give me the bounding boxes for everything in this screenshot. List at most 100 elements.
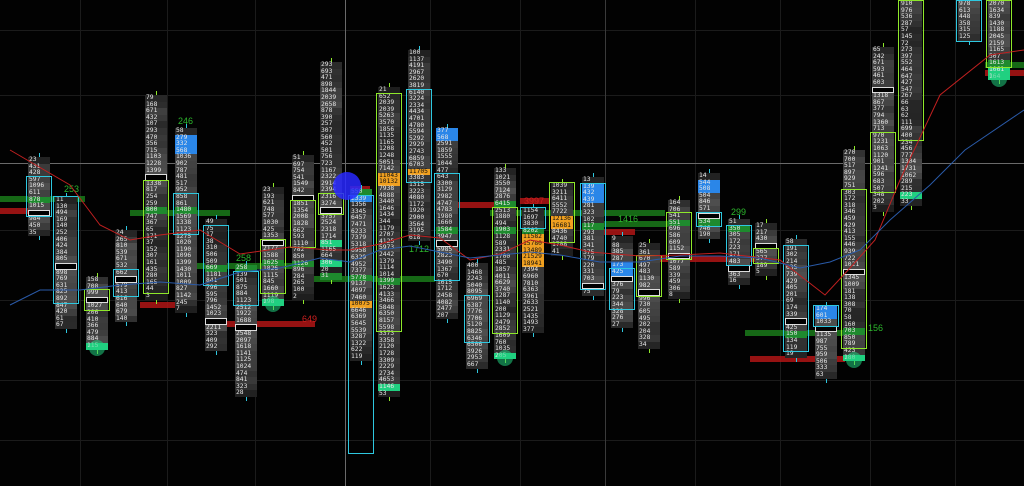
footprint-cell: 134	[785, 337, 807, 345]
footprint-cell: 3309	[378, 357, 400, 365]
crosshair-vertical	[345, 0, 346, 486]
footprint-cell: 805	[55, 256, 77, 263]
footprint-cell: 1275	[175, 233, 197, 241]
footprint-column: 978 613 448 358 315 125	[958, 0, 980, 41]
footprint-cell: 1688	[235, 317, 257, 325]
footprint-cell: 850	[843, 334, 865, 342]
footprint-column: 58 191 302 214 635 739 429 405 201 69 174 339 425 150…	[785, 238, 807, 358]
footprint-cell: 6958	[350, 248, 372, 255]
footprint-cell: 356	[145, 141, 167, 148]
footprint-cell: 303	[843, 189, 865, 197]
footprint-cell: 259	[145, 200, 167, 208]
footprint-cell: 3195	[408, 228, 430, 235]
footprint-cell: 769	[55, 276, 77, 283]
poc-marker	[115, 276, 137, 283]
footprint-cell: 722	[843, 255, 865, 263]
footprint-cell: 507	[872, 185, 894, 193]
footprint-cell: 1033	[815, 319, 837, 326]
footprint-cell: 13	[582, 176, 604, 184]
footprint-cell: 800	[145, 207, 167, 214]
footprint-cell: 898	[320, 81, 342, 89]
footprint-cell: 1367	[436, 266, 458, 274]
footprint-cell: 252	[55, 229, 77, 237]
footprint-cell: 1549	[292, 181, 314, 188]
poc-marker	[320, 207, 342, 214]
footprint-cell: 7379	[350, 235, 372, 242]
footprint-cell: 6346	[466, 335, 488, 343]
footprint-cell: 140	[115, 315, 137, 323]
footprint-cell: 1228	[145, 160, 167, 168]
footprint-cell: 3	[872, 205, 894, 212]
poc-marker	[86, 296, 108, 304]
footprint-cell: 220	[582, 262, 604, 270]
footprint-cell: 539	[115, 249, 137, 257]
footprint-cell: 842	[292, 187, 314, 195]
footprint-cell: 878	[28, 196, 50, 204]
footprint-cell: 119	[785, 344, 807, 352]
footprint-cell: 1434	[378, 212, 400, 219]
footprint-cell: 7377	[350, 268, 372, 275]
footprint-cell: 258	[235, 264, 257, 272]
footprint-cell: 3223	[408, 188, 430, 196]
footprint-cell: 509	[205, 258, 227, 266]
footprint-cell: 609	[668, 239, 690, 247]
footprint-cell: 1172	[408, 201, 430, 209]
footprint-cell: 504	[698, 192, 720, 200]
footprint-cell: 287	[611, 255, 633, 263]
footprint-cell: 541	[292, 174, 314, 182]
footprint-cell: 459	[843, 215, 865, 223]
footprint-cell: 174	[815, 305, 837, 313]
footprint-cell: 1140	[494, 299, 516, 307]
footprint-cell: 846	[698, 199, 720, 206]
footprint-cell: 242	[872, 53, 894, 61]
footprint-cell: 3466	[378, 298, 400, 305]
footprint-cell: 1569	[175, 213, 197, 221]
volume-bar-red	[520, 198, 550, 204]
footprint-cell: 5	[755, 269, 777, 276]
volume-bar-green	[585, 221, 675, 227]
footprint-cell: 601	[815, 312, 837, 320]
footprint-cell: 425	[785, 324, 807, 332]
footprint-cell: 3550	[494, 181, 516, 188]
footprint-column: 1154 1697 3830 8202 11582 15780 13489 21529 1894…	[522, 207, 544, 334]
footprint-cell: 6960	[522, 273, 544, 281]
footprint-cell: 49	[205, 218, 227, 226]
footprint-cell: 2229	[378, 364, 400, 371]
footprint-cell: 787	[175, 167, 197, 175]
footprint-cell: 1430	[175, 266, 197, 274]
footprint-cell: 847	[55, 302, 77, 310]
footprint-cell: 1618	[235, 344, 257, 351]
footprint-cell: 697	[292, 161, 314, 169]
footprint-cell: 4191	[408, 63, 430, 70]
footprint-cell: 892	[55, 295, 77, 303]
footprint-cell: 6369	[350, 314, 372, 321]
footprint-cell: 1399	[175, 259, 197, 267]
footprint-column: 293 693 471 898 1844 2039 2658 878 390 257 307 560 4…	[320, 61, 342, 280]
footprint-cell: 16	[728, 278, 750, 285]
footprint-cell: 723	[320, 160, 342, 168]
footprint-cell: 4780	[408, 122, 430, 130]
footprint-cell: 435	[145, 266, 167, 274]
footprint-cell: 3383	[408, 175, 430, 182]
footprint-cell: 8	[668, 292, 690, 299]
footprint-cell: 125	[958, 33, 980, 41]
footprint-cell: 497	[638, 262, 660, 270]
footprint-cell: 597	[28, 176, 50, 184]
footprint-column: 9 88 385 287 173 425 376 79 223 344 328 276 27	[611, 235, 633, 329]
footprint-cell: 318	[843, 202, 865, 210]
footprint-cell: 1613	[988, 60, 1010, 67]
footprint-cell: 7776	[466, 309, 488, 316]
footprint-cell: 293	[582, 229, 604, 237]
footprint-cell: 982	[638, 282, 660, 290]
footprint-cell: 1027	[86, 303, 108, 310]
footprint-cell: 4133	[378, 291, 400, 299]
footprint-column: 100 1137 4191 2967 2620 3819 6140 3224 2334 4434 4…	[408, 49, 430, 242]
footprint-cell: 1555	[436, 154, 458, 161]
footprint-cell: 1859	[436, 147, 458, 155]
footprint-cell: 2442	[378, 251, 400, 259]
volume-label: 1416	[618, 214, 639, 224]
footprint-cell: 577	[262, 213, 284, 220]
footprint-cell: 307	[320, 127, 342, 135]
